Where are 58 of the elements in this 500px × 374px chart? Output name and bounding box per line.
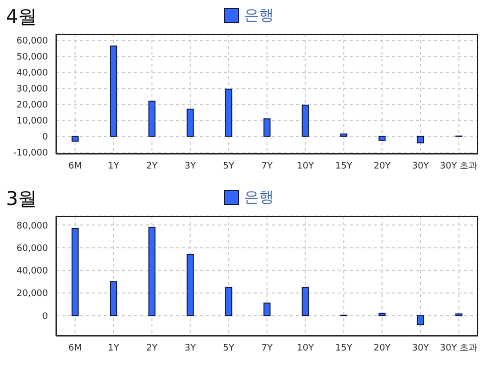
x-tick-label: 2Y — [146, 161, 158, 172]
bar — [302, 104, 309, 137]
x-tick-label: 30Y — [412, 343, 430, 354]
x-tick-label: 5Y — [223, 343, 235, 354]
chart-title: 4월 — [6, 5, 38, 30]
bar — [416, 315, 424, 326]
y-tick-label: 10,000 — [16, 116, 48, 127]
bar — [72, 136, 79, 142]
y-tick-label: 50,000 — [16, 52, 48, 63]
x-tick-label: 1Y — [108, 161, 120, 172]
bar — [416, 136, 424, 144]
bar — [186, 254, 194, 316]
bar — [378, 136, 386, 141]
bar — [302, 286, 309, 316]
bar — [110, 46, 118, 137]
y-tick-label: 20,000 — [16, 289, 48, 300]
x-tick-label: 6M — [68, 343, 82, 354]
bar — [148, 100, 156, 137]
x-tick-label: 3Y — [184, 343, 196, 354]
bar — [378, 312, 386, 316]
legend-label: 은행 — [244, 188, 274, 207]
x-tick-label: 1Y — [108, 343, 120, 354]
y-tick-label: -10,000 — [13, 148, 48, 159]
bar — [225, 88, 232, 137]
x-tick-label: 30Y 초과 — [440, 161, 478, 172]
y-tick-label: 80,000 — [16, 221, 48, 232]
bar — [72, 228, 79, 316]
y-tick-label: 0 — [42, 312, 48, 322]
chart-title: 3월 — [6, 187, 38, 212]
bar — [110, 281, 118, 316]
x-tick-label: 10Y — [296, 343, 314, 354]
bar — [186, 108, 194, 137]
x-tick-label: 30Y 초과 — [440, 343, 478, 354]
x-tick-label: 30Y — [412, 161, 430, 172]
x-tick-label: 7Y — [261, 161, 274, 172]
x-tick-label: 20Y — [374, 343, 392, 354]
bar — [148, 226, 156, 316]
y-tick-label: 20,000 — [16, 100, 48, 111]
x-tick-label: 15Y — [335, 161, 353, 172]
y-tick-label: 40,000 — [16, 68, 48, 79]
y-tick-label: 30,000 — [16, 84, 48, 95]
bar — [263, 302, 271, 316]
x-tick-label: 20Y — [374, 161, 392, 172]
y-tick-label: 0 — [42, 132, 48, 143]
bar — [340, 134, 348, 137]
x-tick-label: 5Y — [223, 161, 235, 172]
x-tick-label: 15Y — [335, 343, 353, 354]
legend-label: 은행 — [244, 6, 274, 25]
y-tick-label: 60,000 — [16, 244, 48, 254]
x-tick-label: 6M — [68, 161, 82, 172]
bar — [263, 118, 271, 137]
x-tick-label: 10Y — [296, 161, 314, 172]
y-tick-label: 40,000 — [16, 266, 48, 277]
x-tick-label: 7Y — [261, 343, 274, 354]
x-tick-label: 2Y — [146, 343, 158, 354]
y-tick-label: 60,000 — [16, 36, 48, 47]
x-tick-label: 3Y — [184, 161, 196, 172]
bar — [225, 286, 232, 316]
